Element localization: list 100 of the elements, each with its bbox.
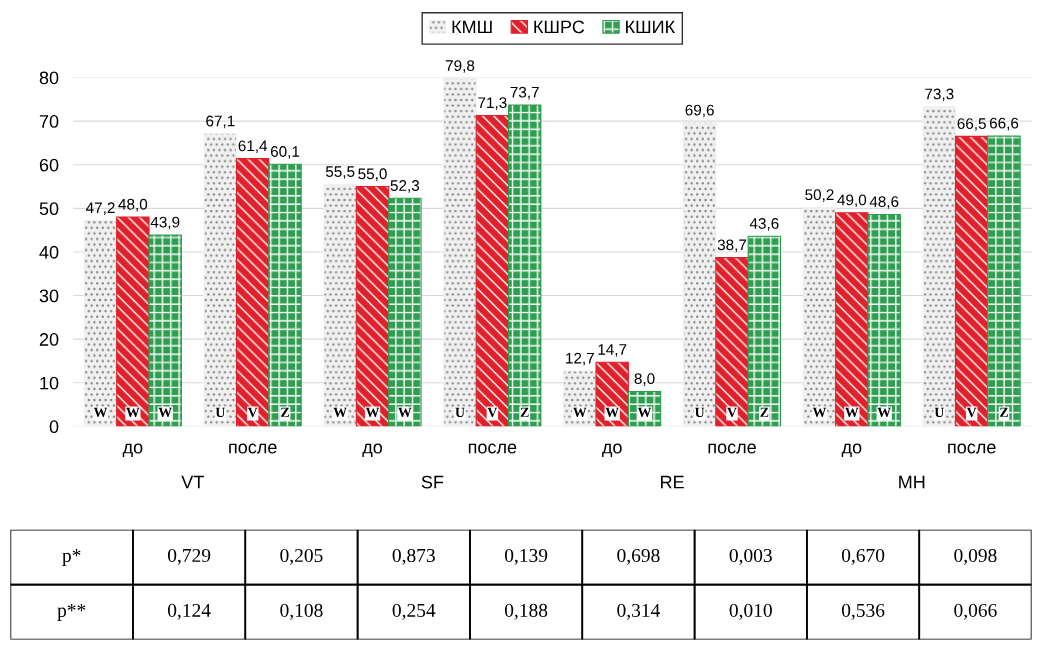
- data-label: 60,1: [270, 146, 300, 159]
- data-label: 12,7: [566, 352, 594, 366]
- x-tick-label: до: [122, 443, 143, 457]
- bar: [388, 197, 422, 427]
- annotation: U: [934, 407, 944, 417]
- annotation: V: [727, 407, 737, 418]
- data-label: 73,3: [925, 88, 954, 102]
- data-label: 43,6: [749, 218, 779, 231]
- text: p*: [62, 549, 81, 566]
- text: 0,124: [167, 603, 211, 620]
- annotation: V: [487, 407, 498, 418]
- bar: [747, 235, 782, 427]
- data-label: 48,6: [869, 196, 899, 209]
- annotation: W: [605, 407, 619, 418]
- annotation: U: [455, 407, 465, 417]
- annotation: W: [93, 407, 108, 418]
- bar: [595, 361, 629, 427]
- bar: [507, 104, 542, 427]
- annotation: W: [365, 407, 380, 418]
- legend-label: КШИК: [626, 20, 676, 34]
- data-label: 61,4: [238, 140, 268, 154]
- text: 0,254: [392, 603, 436, 620]
- annotation: V: [966, 407, 977, 418]
- bar: [355, 185, 390, 427]
- data-label: 48,0: [118, 198, 148, 212]
- legend-label: КШРС: [534, 20, 585, 34]
- y-tick-label: 80: [39, 71, 59, 85]
- bar: [922, 106, 957, 427]
- bar: [83, 219, 118, 427]
- annotation: W: [573, 407, 587, 418]
- annotation: Z: [1000, 407, 1008, 417]
- annotation: Z: [281, 407, 289, 417]
- annotation: W: [398, 407, 412, 418]
- data-label: 71,3: [478, 97, 507, 110]
- bar: [203, 133, 238, 427]
- annotation: Z: [520, 407, 529, 417]
- data-label: 52,3: [390, 180, 420, 193]
- y-tick-label: 20: [39, 333, 59, 346]
- data-label: 79,8: [445, 60, 475, 73]
- text: 0,010: [729, 603, 772, 620]
- data-label: 69,6: [685, 104, 714, 118]
- annotation: U: [694, 407, 705, 417]
- annotation: W: [158, 407, 172, 418]
- bar: [443, 77, 477, 427]
- y-tick-label: 50: [39, 202, 59, 216]
- y-tick-label: 40: [39, 245, 59, 259]
- text: SF: [421, 475, 444, 489]
- text: VT: [181, 475, 204, 489]
- text: RE: [661, 475, 684, 489]
- text: 0,066: [954, 603, 997, 620]
- x-tick-label: после: [948, 443, 996, 454]
- data-label: 55,5: [325, 166, 355, 179]
- text: 0,536: [841, 603, 885, 620]
- y-tick-label: 30: [39, 289, 59, 303]
- data-label: 55,0: [358, 168, 387, 181]
- data-label: 38,7: [717, 239, 747, 253]
- text: 0,729: [167, 548, 211, 565]
- annotation: W: [333, 407, 347, 418]
- annotation: V: [247, 407, 258, 418]
- annotation: W: [637, 407, 652, 418]
- bar: [802, 206, 837, 427]
- text: p**: [57, 604, 86, 621]
- annotation: W: [877, 407, 891, 418]
- x-tick-label: до: [362, 443, 383, 457]
- annotation: Z: [760, 407, 769, 417]
- x-tick-label: после: [708, 443, 756, 454]
- annotation: W: [126, 407, 140, 418]
- text: 0,670: [841, 548, 885, 565]
- bar: [268, 163, 302, 427]
- y-tick-label: 70: [39, 115, 59, 128]
- annotation: U: [215, 407, 225, 417]
- x-tick-label: после: [468, 443, 517, 454]
- bar: [116, 216, 150, 427]
- annotation: W: [812, 407, 827, 418]
- text: 0,873: [392, 548, 435, 565]
- data-label: 49,0: [837, 194, 867, 208]
- text: 0,205: [280, 548, 323, 565]
- text: 0,314: [617, 603, 660, 620]
- data-label: 50,2: [805, 189, 834, 202]
- bar: [954, 135, 989, 427]
- bar: [715, 257, 749, 427]
- bar: [682, 122, 717, 427]
- y-tick-label: 60: [39, 158, 59, 172]
- text: 0,698: [617, 548, 660, 565]
- bar: [867, 213, 901, 427]
- y-tick-label: 10: [40, 376, 59, 390]
- data-label: 73,7: [510, 86, 539, 100]
- data-label: 8,0: [634, 373, 655, 386]
- text: 0,098: [954, 548, 997, 565]
- bar: [987, 135, 1021, 427]
- x-tick-label: после: [229, 443, 277, 454]
- annotation: W: [845, 407, 859, 418]
- data-label: 66,5: [957, 118, 986, 131]
- bar: [235, 158, 270, 427]
- bar: [835, 212, 869, 427]
- text: 0,003: [729, 548, 772, 565]
- y-tick-label: 0: [49, 420, 59, 434]
- legend-label: КМШ: [452, 20, 492, 34]
- text: MH: [899, 475, 925, 489]
- text: 0,188: [504, 603, 548, 620]
